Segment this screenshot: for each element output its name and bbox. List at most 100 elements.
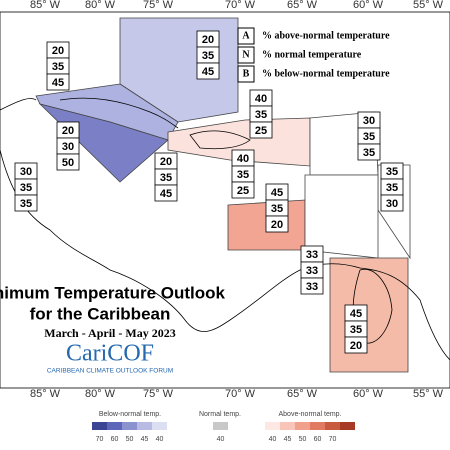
legend-tick: 40: [156, 436, 164, 443]
longitude-label: 60° W: [353, 388, 384, 400]
forecast-value: 45: [350, 308, 362, 320]
key-box: [237, 65, 255, 83]
legend-tick: 50: [299, 436, 307, 443]
legend-tick: 70: [329, 436, 337, 443]
forecast-value: 33: [306, 249, 318, 261]
forecast-value: 30: [363, 115, 375, 127]
forecast-value: 30: [62, 141, 74, 153]
legend-heading: Below-normal temp.: [99, 411, 161, 418]
forecast-value: 35: [386, 166, 398, 178]
legend-heading: Normal temp.: [199, 411, 241, 418]
swatch: [325, 422, 340, 430]
forecast-value: 35: [20, 198, 32, 210]
forecast-value: 35: [52, 61, 64, 73]
forecast-cell: [380, 194, 404, 212]
forecast-cell: [231, 181, 255, 199]
key-letter: N: [242, 49, 250, 60]
subtitle: March - April - May 2023: [44, 326, 175, 340]
forecast-cell: [357, 143, 381, 161]
forecast-value: 50: [62, 157, 74, 169]
longitude-label: 55° W: [413, 0, 444, 11]
forecast-value: 45: [202, 66, 214, 78]
forecast-value: 40: [255, 93, 267, 105]
title: Minimum Temperature Outlook: [0, 283, 226, 302]
longitude-label: 70° W: [225, 388, 256, 400]
legend-heading: Above-normal temp.: [278, 411, 341, 418]
forecast-value: 35: [20, 182, 32, 194]
forecast-cell: [14, 194, 38, 212]
swatch: [340, 422, 355, 430]
region: [304, 174, 379, 259]
legend-tick: 70: [96, 436, 104, 443]
forecast-value: 20: [350, 340, 362, 352]
key-text: % below-normal temperature: [262, 68, 390, 79]
forecast-value: 35: [350, 324, 362, 336]
forecast-cell: [300, 277, 324, 295]
key-box: [237, 46, 255, 64]
longitude-label: 70° W: [225, 0, 256, 11]
longitude-label: 60° W: [353, 0, 384, 11]
logo-tagline: CARIBBEAN CLIMATE OUTLOOK FORUM: [47, 368, 173, 375]
forecast-value: 45: [52, 77, 64, 89]
forecast-cell: [265, 215, 289, 233]
forecast-value: 25: [237, 185, 249, 197]
longitude-label: 65° W: [287, 388, 318, 400]
longitude-label: 85° W: [30, 0, 61, 11]
swatch: [310, 422, 325, 430]
coastline: [189, 130, 251, 150]
forecast-value: 33: [306, 265, 318, 277]
forecast-cell: [249, 121, 273, 139]
key-text: % above-normal temperature: [262, 30, 390, 41]
legend-tick: 50: [126, 436, 134, 443]
longitude-label: 75° W: [143, 0, 174, 11]
title: for the Caribbean: [30, 304, 171, 323]
forecast-value: 20: [160, 156, 172, 168]
forecast-value: 35: [255, 109, 267, 121]
swatch: [122, 422, 137, 430]
key-box: [237, 27, 255, 45]
key-letter: A: [242, 30, 250, 41]
forecast-value: 30: [20, 166, 32, 178]
forecast-value: 20: [62, 125, 74, 137]
key-letter: B: [243, 68, 250, 79]
swatch: [107, 422, 122, 430]
swatch: [295, 422, 310, 430]
longitude-label: 80° W: [85, 0, 116, 11]
forecast-value: 35: [271, 203, 283, 215]
longitude-label: 55° W: [413, 388, 444, 400]
longitude-label: 85° W: [30, 388, 61, 400]
forecast-cell: [46, 73, 70, 91]
forecast-value: 40: [237, 153, 249, 165]
coastline: [59, 97, 179, 129]
forecast-cell: [196, 62, 220, 80]
forecast-value: 25: [255, 125, 267, 137]
longitude-label: 80° W: [85, 388, 116, 400]
forecast-value: 20: [271, 219, 283, 231]
forecast-value: 30: [386, 198, 398, 210]
forecast-value: 35: [363, 131, 375, 143]
forecast-value: 33: [306, 281, 318, 293]
legend-tick: 45: [141, 436, 149, 443]
forecast-value: 35: [202, 50, 214, 62]
legend-tick: 40: [217, 436, 225, 443]
key-text: % normal temperature: [262, 49, 362, 60]
forecast-value: 45: [271, 187, 283, 199]
legend-tick: 45: [284, 436, 292, 443]
forecast-value: 35: [160, 172, 172, 184]
color-bar: [92, 422, 355, 430]
legend-tick: 60: [111, 436, 119, 443]
forecast-value: 35: [363, 147, 375, 159]
forecast-value: 35: [237, 169, 249, 181]
forecast-value: 35: [386, 182, 398, 194]
swatch: [152, 422, 167, 430]
forecast-value: 20: [202, 34, 214, 46]
longitude-label: 75° W: [143, 388, 174, 400]
forecast-cell: [56, 153, 80, 171]
swatch: [137, 422, 152, 430]
legend-tick: 40: [269, 436, 277, 443]
legend-tick: 60: [314, 436, 322, 443]
swatch: [92, 422, 107, 430]
forecast-value: 20: [52, 45, 64, 57]
forecast-cell: [344, 336, 368, 354]
